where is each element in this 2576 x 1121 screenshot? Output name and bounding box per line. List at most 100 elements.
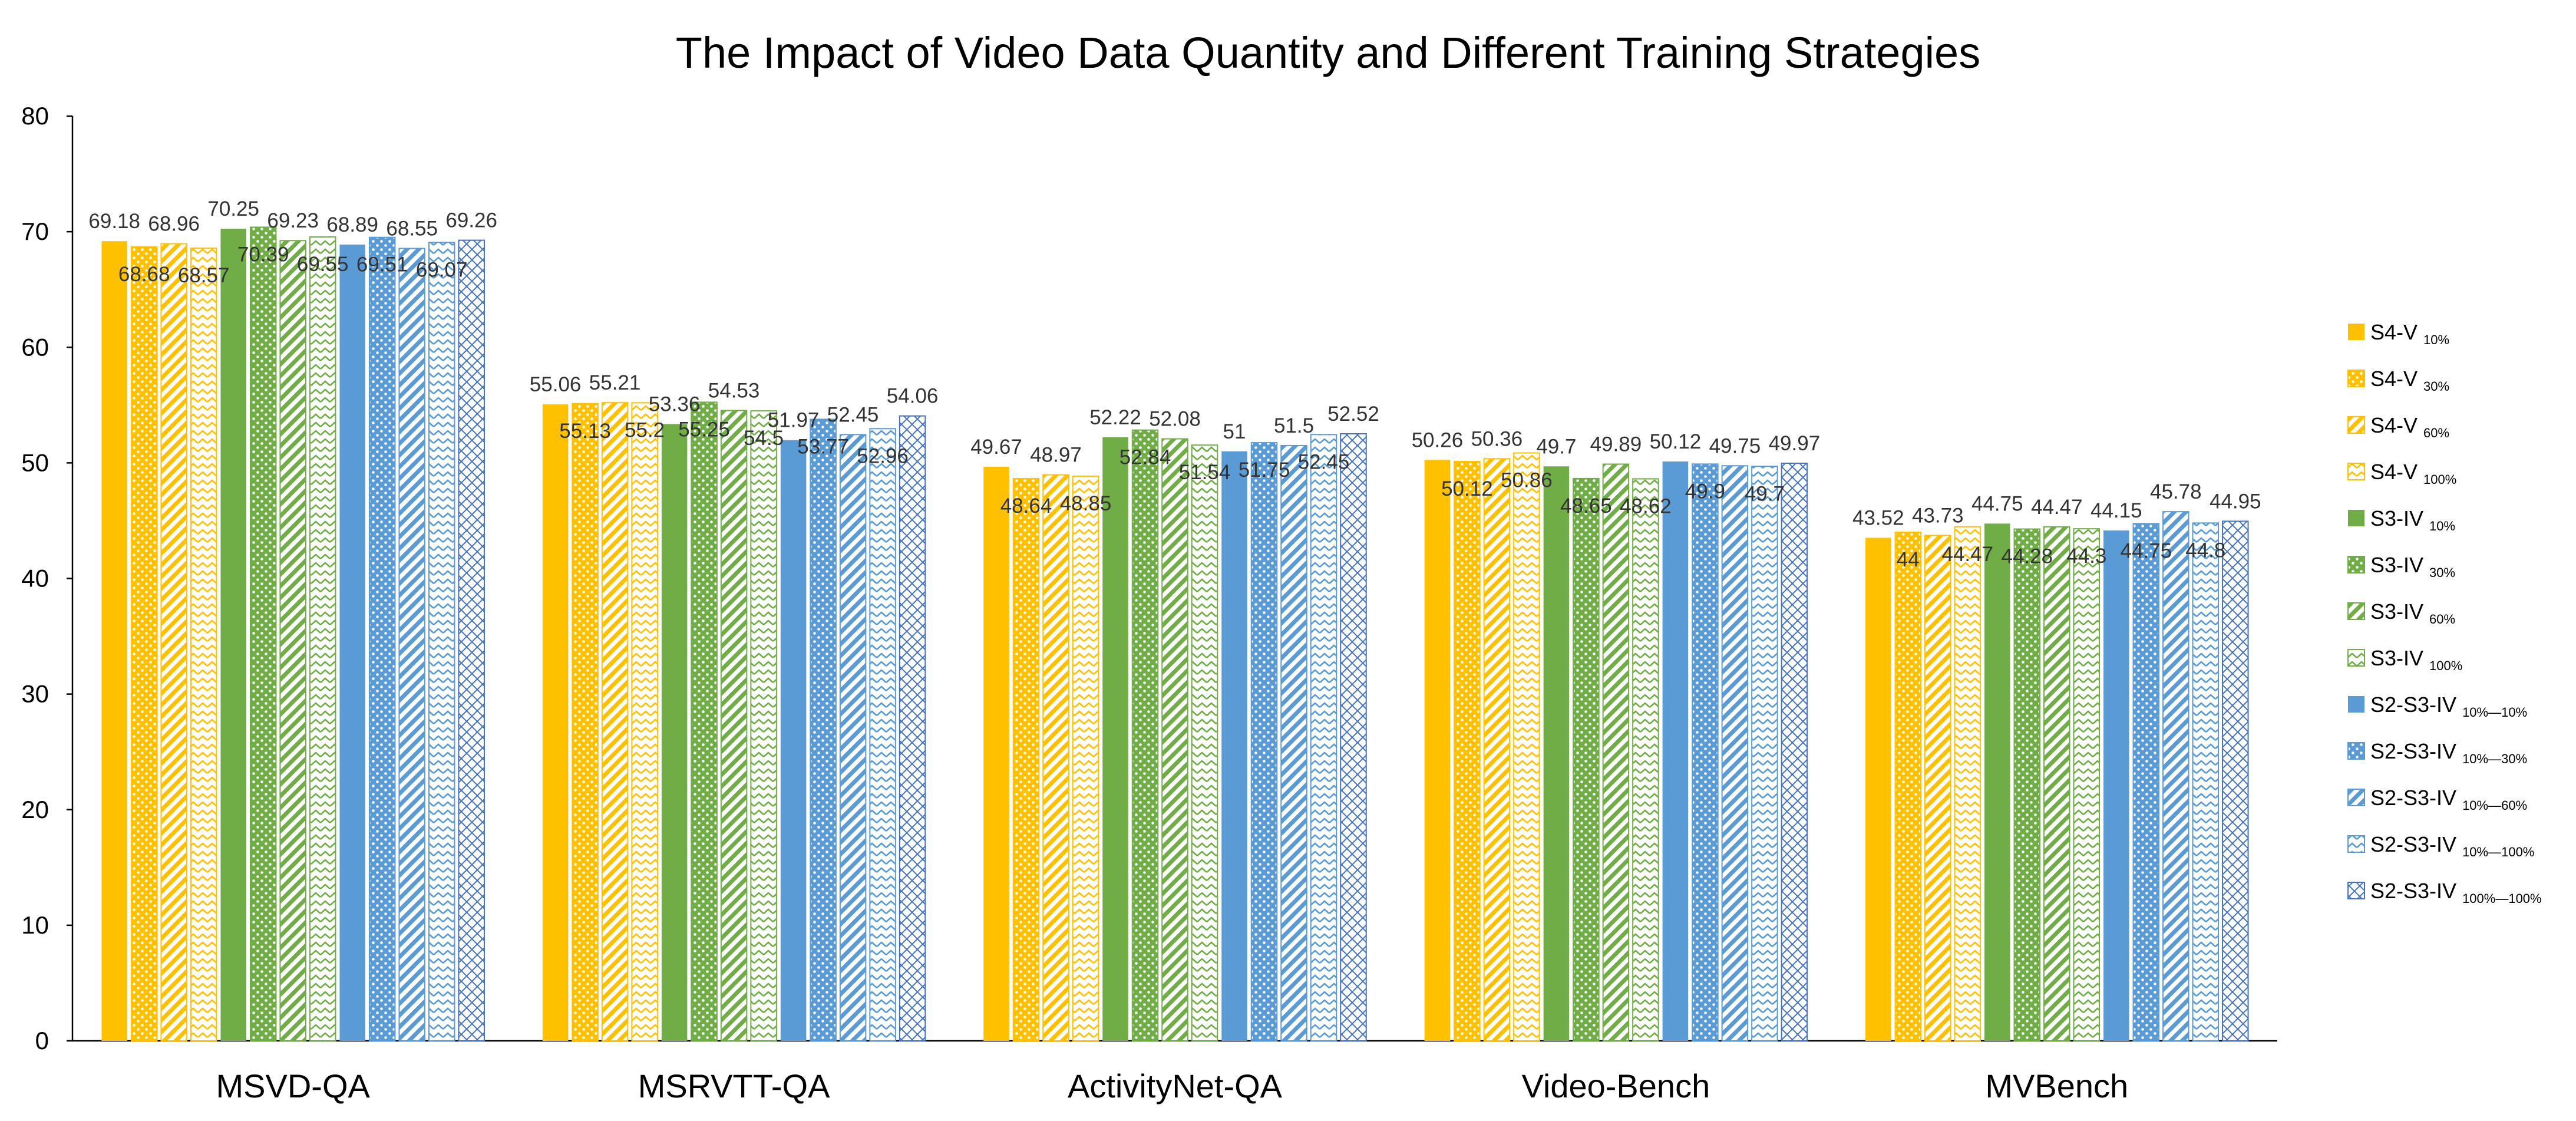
bar [1310,434,1337,1042]
bar [2013,528,2041,1041]
y-tick-label: 20 [21,796,49,823]
data-label: 52.08 [1149,408,1201,431]
data-label: 51.5 [1274,414,1314,437]
x-tick-label: ActivityNet-QA [1068,1067,1283,1104]
legend-label: S4-V 10% [2370,320,2449,347]
y-tick-label: 30 [21,680,49,708]
data-labels: 69.18 68.68 68.96 68.57 70.25 70.39 69.23 69.55… [88,197,2261,571]
legend-label: S3-IV 60% [2370,599,2455,627]
bar [220,229,246,1041]
data-label: 55.21 [589,371,641,394]
bar [1102,437,1128,1041]
bar [1781,462,1808,1041]
data-label: 50.26 [1412,428,1464,451]
x-tick-label: MVBench [1985,1067,2128,1104]
bar [1042,474,1069,1041]
data-label: 70.39 [237,243,289,266]
legend-label: S3-IV 100% [2370,646,2462,673]
legend: S4-V 10% S4-V 30% S4-V 60% S4-V 100% S3-IV 1… [2347,320,2542,906]
y-tick-label: 40 [21,565,49,592]
data-label: 44.75 [2121,539,2172,562]
legend-swatch [2347,602,2365,620]
bar [1513,452,1540,1041]
bar [1632,478,1659,1041]
data-label: 52.45 [1298,450,1350,473]
legend-item: S3-IV 10% [2348,506,2455,533]
data-label: 69.51 [356,253,408,276]
legend-label: S4-V 100% [2370,460,2456,487]
data-label: 49.7 [1745,482,1785,505]
bar [249,226,277,1042]
y-tick-label: 10 [21,911,49,939]
legend-item: S2-S3-IV 10%—100% [2347,832,2534,859]
y-tick-label: 0 [35,1027,49,1054]
bar [899,415,926,1041]
data-label: 48.64 [1000,494,1052,517]
legend-item: S4-V 60% [2347,413,2449,440]
data-label: 48.97 [1030,444,1082,467]
data-label: 44.8 [2185,539,2225,562]
data-label: 69.07 [416,258,468,281]
bar [1865,538,1891,1041]
data-label: 68.55 [386,217,438,240]
y-tick-label: 70 [21,217,49,245]
bar [1012,478,1040,1041]
bar [1250,442,1278,1041]
legend-label: S2-S3-IV 100%—100% [2370,879,2542,906]
bar [1340,433,1367,1041]
bar [2132,523,2160,1041]
bar [1894,532,1922,1041]
legend-item: S2-S3-IV 10%—60% [2347,786,2527,813]
data-label: 48.65 [1560,494,1612,517]
legend-swatch [2348,696,2364,713]
legend-swatch [2347,370,2365,387]
data-label: 50.12 [1441,477,1493,500]
axes: 0 10 20 30 40 50 60 70 80 MSVD-QA MSRVTT-QA Activit… [21,102,2277,1104]
legend-swatch [2347,742,2365,760]
data-label: 52.84 [1119,446,1171,469]
legend-item: S2-S3-IV 10%—30% [2347,739,2527,766]
data-label: 70.25 [207,197,259,220]
data-label: 43.73 [1912,504,1964,527]
bar [631,402,658,1041]
legend-label: S3-IV 30% [2370,553,2455,580]
data-label: 55.13 [559,420,611,443]
bar [2073,528,2101,1041]
data-label: 55.2 [625,418,665,441]
bar [1454,461,1481,1041]
data-label: 52.45 [827,403,879,426]
bar [1543,466,1570,1041]
data-label: 68.96 [148,213,200,236]
bar [160,243,187,1042]
bar [1692,463,1719,1041]
bar [1573,477,1600,1041]
data-label: 53.36 [649,393,701,416]
legend-swatch [2347,556,2365,573]
legend-item: S2-S3-IV 10%—10% [2348,693,2527,720]
data-label: 49.75 [1709,434,1761,457]
data-label: 52.96 [857,444,909,467]
data-label: 53.77 [797,435,849,458]
legend-item: S2-S3-IV 100%—100% [2347,879,2542,906]
legend-item: S3-IV 30% [2347,553,2455,580]
legend-swatch [2347,835,2365,853]
legend-label: S4-V 60% [2370,413,2449,440]
bar [810,418,837,1041]
bar [1662,461,1689,1041]
data-label: 44.28 [2002,545,2053,568]
data-label: 68.57 [178,264,230,287]
bar [2162,511,2189,1041]
legend-label: S4-V 30% [2370,367,2449,394]
bar [1602,463,1630,1041]
legend-item: S3-IV 100% [2347,646,2462,673]
data-label: 44.75 [1971,492,2023,515]
bar [780,440,807,1041]
data-label: 44.3 [2066,545,2106,568]
bar [2103,530,2129,1041]
bar [428,242,455,1041]
bar [869,428,896,1041]
bar [1191,444,1218,1041]
data-label: 49.67 [970,436,1022,459]
bar [750,410,777,1041]
data-label: 52.52 [1327,403,1379,426]
